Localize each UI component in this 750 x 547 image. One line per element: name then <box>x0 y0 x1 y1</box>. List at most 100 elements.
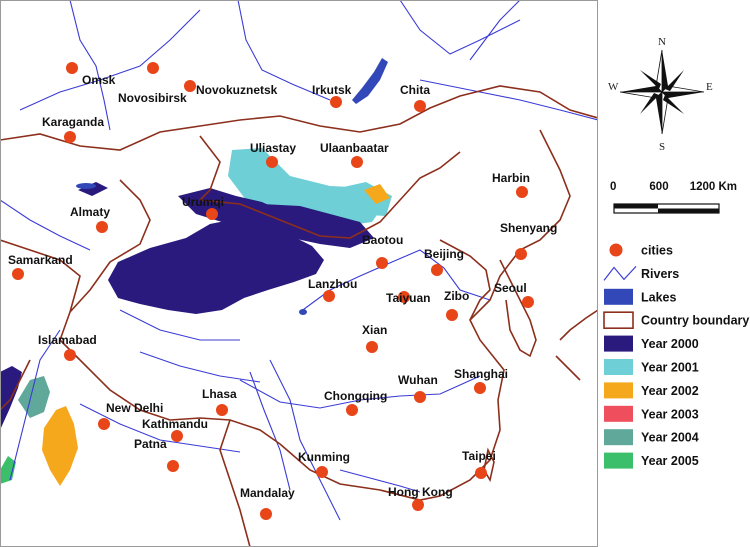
legend-label-country-boundary: Country boundary <box>641 314 749 328</box>
boundary-japan <box>555 309 598 381</box>
boundary-myanmar <box>219 419 251 547</box>
river-amur <box>419 79 598 121</box>
boundary-mongolia-china <box>199 151 461 239</box>
city-marker-harbin <box>516 186 528 198</box>
legend-item-rivers: Rivers <box>603 265 679 281</box>
city-label-wuhan: Wuhan <box>398 373 438 387</box>
boundary-tibet-south <box>79 359 281 445</box>
scale-tick-600: 600 <box>649 181 668 193</box>
legend-label-year-2001: Year 2001 <box>641 361 699 375</box>
city-label-islamabad: Islamabad <box>38 333 97 347</box>
city-marker-hong-kong <box>412 499 424 511</box>
city-marker-lhasa <box>216 404 228 416</box>
boundary-central-asia <box>0 239 81 361</box>
city-label-omsk: Omsk <box>82 73 116 87</box>
legend-item-lakes: Lakes <box>604 288 676 305</box>
legend-label-year-2004: Year 2004 <box>641 431 699 445</box>
river-yenisei <box>237 0 331 101</box>
city-marker-urumqi <box>206 208 218 220</box>
swatch-icon <box>604 405 633 422</box>
city-label-chongqing: Chongqing <box>324 389 387 403</box>
city-marker-almaty <box>96 221 108 233</box>
legend-item-year-2001: Year 2001 <box>604 359 699 375</box>
city-marker-samarkand <box>12 268 24 280</box>
city-marker-chita <box>414 100 426 112</box>
compass-north-label: N <box>658 36 666 48</box>
swatch-icon <box>604 335 633 352</box>
city-marker-kathmandu <box>171 430 183 442</box>
city-label-zibo: Zibo <box>444 289 469 303</box>
city-marker-novosibirsk <box>147 62 159 74</box>
city-marker-kunming <box>316 466 328 478</box>
legend-label-year-2005: Year 2005 <box>641 454 699 468</box>
country-boundaries-layer <box>0 85 598 547</box>
lake-swatch-icon <box>604 288 633 305</box>
city-marker-irkutsk <box>330 96 342 108</box>
boundary-swatch-icon <box>603 311 634 330</box>
city-marker-mandalay <box>260 508 272 520</box>
rivers-layer <box>0 0 598 521</box>
area-year-2000-kazakh <box>78 182 108 196</box>
area-year-2000-main <box>108 216 324 314</box>
city-label-taiyuan: Taiyuan <box>386 291 430 305</box>
scale-tick-1200: 1200 Km <box>690 181 737 193</box>
compass-star-icon <box>619 49 705 135</box>
city-marker-ulaanbaatar <box>351 156 363 168</box>
scale-tick-0: 0 <box>610 181 616 193</box>
city-label-chita: Chita <box>400 83 430 97</box>
legend-item-cities: cities <box>609 243 673 258</box>
city-dot-icon <box>609 243 623 257</box>
city-marker-shenyang <box>515 248 527 260</box>
river-lena <box>399 0 521 55</box>
river-east-1 <box>469 0 521 61</box>
river-indus <box>9 329 61 481</box>
boundary-russia-south <box>0 85 598 151</box>
lakes-layer <box>76 58 388 315</box>
city-label-hong-kong: Hong Kong <box>388 485 453 499</box>
city-label-patna: Patna <box>134 437 167 451</box>
city-label-xian: Xian <box>362 323 387 337</box>
city-marker-xian <box>366 341 378 353</box>
legend-label-rivers: Rivers <box>641 267 679 281</box>
swatch-icon <box>604 452 633 469</box>
city-marker-islamabad <box>64 349 76 361</box>
city-marker-chongqing <box>346 404 358 416</box>
city-marker-new-delhi <box>98 418 110 430</box>
city-marker-patna <box>167 460 179 472</box>
city-label-urumqi: Urumqi <box>182 195 224 209</box>
compass-west-label: W <box>608 81 619 93</box>
city-label-taipei: Taipei <box>462 449 496 463</box>
river-yangtze <box>239 375 481 409</box>
city-marker-lanzhou <box>323 290 335 302</box>
city-label-seoul: Seoul <box>494 281 527 295</box>
city-label-ulaanbaatar: Ulaanbaatar <box>320 141 389 155</box>
scale-bar: 0 600 1200 Km <box>610 181 737 214</box>
legend: cities Rivers Lakes Country boundary Year 20… <box>603 243 749 469</box>
compass-east-label: E <box>706 81 713 93</box>
legend-item-year-2000: Year 2000 <box>604 335 699 352</box>
city-marker-beijing <box>431 264 443 276</box>
city-label-karaganda: Karaganda <box>42 115 104 129</box>
city-marker-novokuznetsk <box>184 80 196 92</box>
city-label-lhasa: Lhasa <box>202 387 237 401</box>
city-label-beijing: Beijing <box>424 247 464 261</box>
city-marker-taipei <box>475 467 487 479</box>
boundary-korea <box>499 259 537 358</box>
scale-bar-segment-1 <box>614 204 658 209</box>
city-marker-uliastay <box>266 156 278 168</box>
city-marker-karaganda <box>64 131 76 143</box>
city-label-shanghai: Shanghai <box>454 367 508 381</box>
legend-item-country-boundary: Country boundary <box>603 311 749 330</box>
swatch-icon <box>604 429 633 446</box>
city-label-almaty: Almaty <box>70 205 110 219</box>
city-label-new-delhi: New Delhi <box>106 401 163 415</box>
scale-bar-segment-2 <box>658 208 719 213</box>
river-irtysh <box>19 9 201 111</box>
swatch-icon <box>604 359 633 375</box>
river-ganges <box>79 403 241 453</box>
river-tarim <box>119 309 240 341</box>
area-year-2005-west <box>0 456 16 484</box>
area-year-2002-india <box>42 406 78 486</box>
river-syrdarya <box>0 199 91 251</box>
